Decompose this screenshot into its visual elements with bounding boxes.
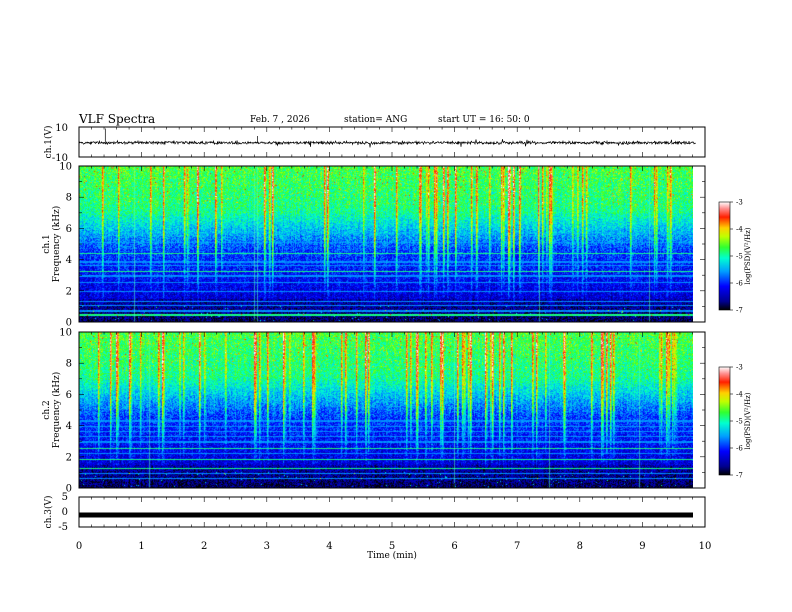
ch3-wave-tick-top: 5 [62,492,68,503]
figure-title: VLF Spectra [79,112,156,126]
ch2-spec-ylabel: ch.2 [42,400,52,419]
spec-ytick-label: 4 [66,421,72,432]
x-tick-label: 8 [577,541,583,552]
spec-ytick-label: 10 [59,328,72,339]
station-label: station= ANG [344,115,408,125]
ch2-spec-ytick-labels: 0 2 4 6 8 10 [59,328,72,495]
spec-ytick-label: 2 [66,286,72,297]
x-tick-labels: 0 1 2 3 4 5 6 7 8 9 10 [76,541,712,552]
spec-ytick-label: 10 [59,162,72,173]
ch2-spec-ylabel-freq: Frequency (kHz) [51,372,62,449]
ch1-colorbar-gradient [718,201,731,311]
ch1-colorbar-ticks: -3 -4 -5 -6 -7 [730,199,743,315]
colorbar-tick-label: -5 [736,418,743,426]
x-axis-label: Time (min) [367,550,417,561]
x-tick-label: 6 [451,541,457,552]
ch1-wave-ylabel: ch.1(V) [43,126,54,159]
spec-ytick-label: 4 [66,255,72,266]
ch1-wave-tick-top: 10 [55,123,68,134]
spec-ytick-label: 8 [66,359,72,370]
colorbar-tick-label: -4 [736,226,743,234]
x-tick-label: 3 [264,541,270,552]
x-tick-label: 2 [201,541,207,552]
x-tick-label: 5 [389,541,395,552]
colorbar-tick-label: -4 [736,391,743,399]
x-tick-label: 0 [76,541,82,552]
x-tick-label: 4 [326,541,332,552]
x-tick-label: 1 [138,541,144,552]
spec-ytick-label: 8 [66,193,72,204]
ch1-colorbar-label: log(PSD)(V²/Hz) [744,227,752,284]
colorbar-tick-label: -3 [736,364,743,372]
date-label: Feb. 7 , 2026 [250,115,310,125]
ch2-spectrogram-image [79,332,693,488]
ch1-spectrogram-image [79,166,693,322]
spec-ytick-label: 0 [66,484,72,495]
ch1-wave-tick-bottom: -10 [52,153,68,164]
ch1-waveform-line [78,128,696,148]
ch2-colorbar-label: log(PSD)(V²/Hz) [744,392,752,449]
ch3-waveform-line [79,512,693,518]
colorbar-tick-label: -7 [736,307,743,315]
colorbar-tick-label: -5 [736,253,743,261]
ch2-colorbar-ticks: -3 -4 -5 -6 -7 [730,364,743,480]
colorbar-tick-label: -7 [736,472,743,480]
ch1-spec-ytick-labels: 0 2 4 6 8 10 [59,162,72,329]
spec-ytick-label: 6 [66,390,72,401]
x-tick-label: 10 [699,541,712,552]
x-tick-label: 7 [514,541,520,552]
ch2-colorbar-gradient [718,366,731,476]
colorbar-tick-label: -6 [736,445,743,453]
axis-ticks [78,127,706,527]
spec-ytick-label: 0 [66,318,72,329]
ch3-wave-tick-bottom: -5 [58,522,68,533]
spec-ytick-label: 2 [66,452,72,463]
ch3-wave-tick-mid: 0 [62,507,68,518]
ch2-colorbar: -3 -4 -5 -6 -7 log(PSD)(V²/Hz) [718,364,752,480]
colorbar-tick-label: -3 [736,199,743,207]
ch1-spec-ylabel-freq: Frequency (kHz) [51,206,62,283]
start-time-label: start UT = 16: 50: 0 [438,115,530,125]
spec-ytick-label: 6 [66,224,72,235]
x-tick-label: 9 [639,541,645,552]
ch1-spec-ylabel: ch.1 [42,234,52,253]
ch3-wave-ylabel: ch.3(V) [43,496,54,529]
colorbar-tick-label: -6 [736,280,743,288]
ch1-colorbar: -3 -4 -5 -6 -7 log(PSD)(V²/Hz) [718,199,752,315]
